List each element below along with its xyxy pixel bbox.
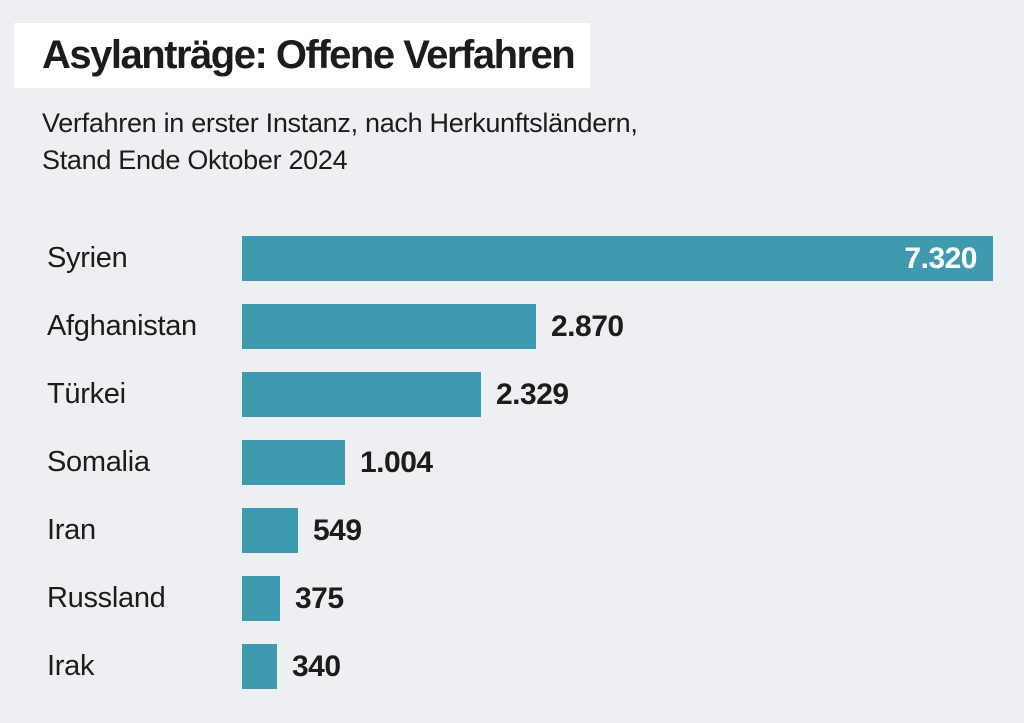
- bar: 7.320: [242, 236, 993, 281]
- value-label: 549: [313, 513, 362, 547]
- chart-row: Irak 340: [0, 644, 1024, 689]
- subtitle-line-2: Stand Ende Oktober 2024: [42, 145, 348, 175]
- bar: [242, 440, 345, 485]
- category-label: Türkei: [47, 378, 126, 410]
- bar-chart: Syrien 7.320 Afghanistan 2.870 Türkei 2.329 So…: [0, 236, 1024, 712]
- chart-title: Asylanträge: Offene Verfahren: [42, 33, 576, 77]
- bar-track: 7.320: [242, 236, 993, 281]
- chart-row: Russland 375: [0, 576, 1024, 621]
- chart-row: Afghanistan 2.870: [0, 304, 1024, 349]
- bar-track: 2.870: [242, 304, 624, 349]
- bar-track: 375: [242, 576, 344, 621]
- bar-track: 1.004: [242, 440, 433, 485]
- category-label: Somalia: [47, 446, 150, 478]
- bar: [242, 576, 280, 621]
- chart-row: Syrien 7.320: [0, 236, 1024, 281]
- chart-row: Iran 549: [0, 508, 1024, 553]
- value-label: 375: [295, 581, 344, 615]
- category-label: Syrien: [47, 242, 128, 274]
- value-label: 340: [292, 649, 341, 683]
- chart-subtitle: Verfahren in erster Instanz, nach Herkun…: [42, 105, 638, 179]
- bar: [242, 644, 277, 689]
- subtitle-line-1: Verfahren in erster Instanz, nach Herkun…: [42, 108, 638, 138]
- bar: [242, 508, 298, 553]
- chart-title-box: Asylanträge: Offene Verfahren: [14, 23, 591, 88]
- bar: [242, 372, 481, 417]
- category-label: Afghanistan: [47, 310, 197, 342]
- value-label: 7.320: [904, 241, 977, 275]
- category-label: Irak: [47, 650, 95, 682]
- value-label: 2.870: [551, 309, 624, 343]
- chart-row: Somalia 1.004: [0, 440, 1024, 485]
- chart-row: Türkei 2.329: [0, 372, 1024, 417]
- bar-track: 549: [242, 508, 362, 553]
- bar-track: 2.329: [242, 372, 569, 417]
- bar-track: 340: [242, 644, 341, 689]
- bar: [242, 304, 536, 349]
- category-label: Iran: [47, 514, 96, 546]
- value-label: 1.004: [360, 445, 433, 479]
- category-label: Russland: [47, 582, 166, 614]
- value-label: 2.329: [496, 377, 569, 411]
